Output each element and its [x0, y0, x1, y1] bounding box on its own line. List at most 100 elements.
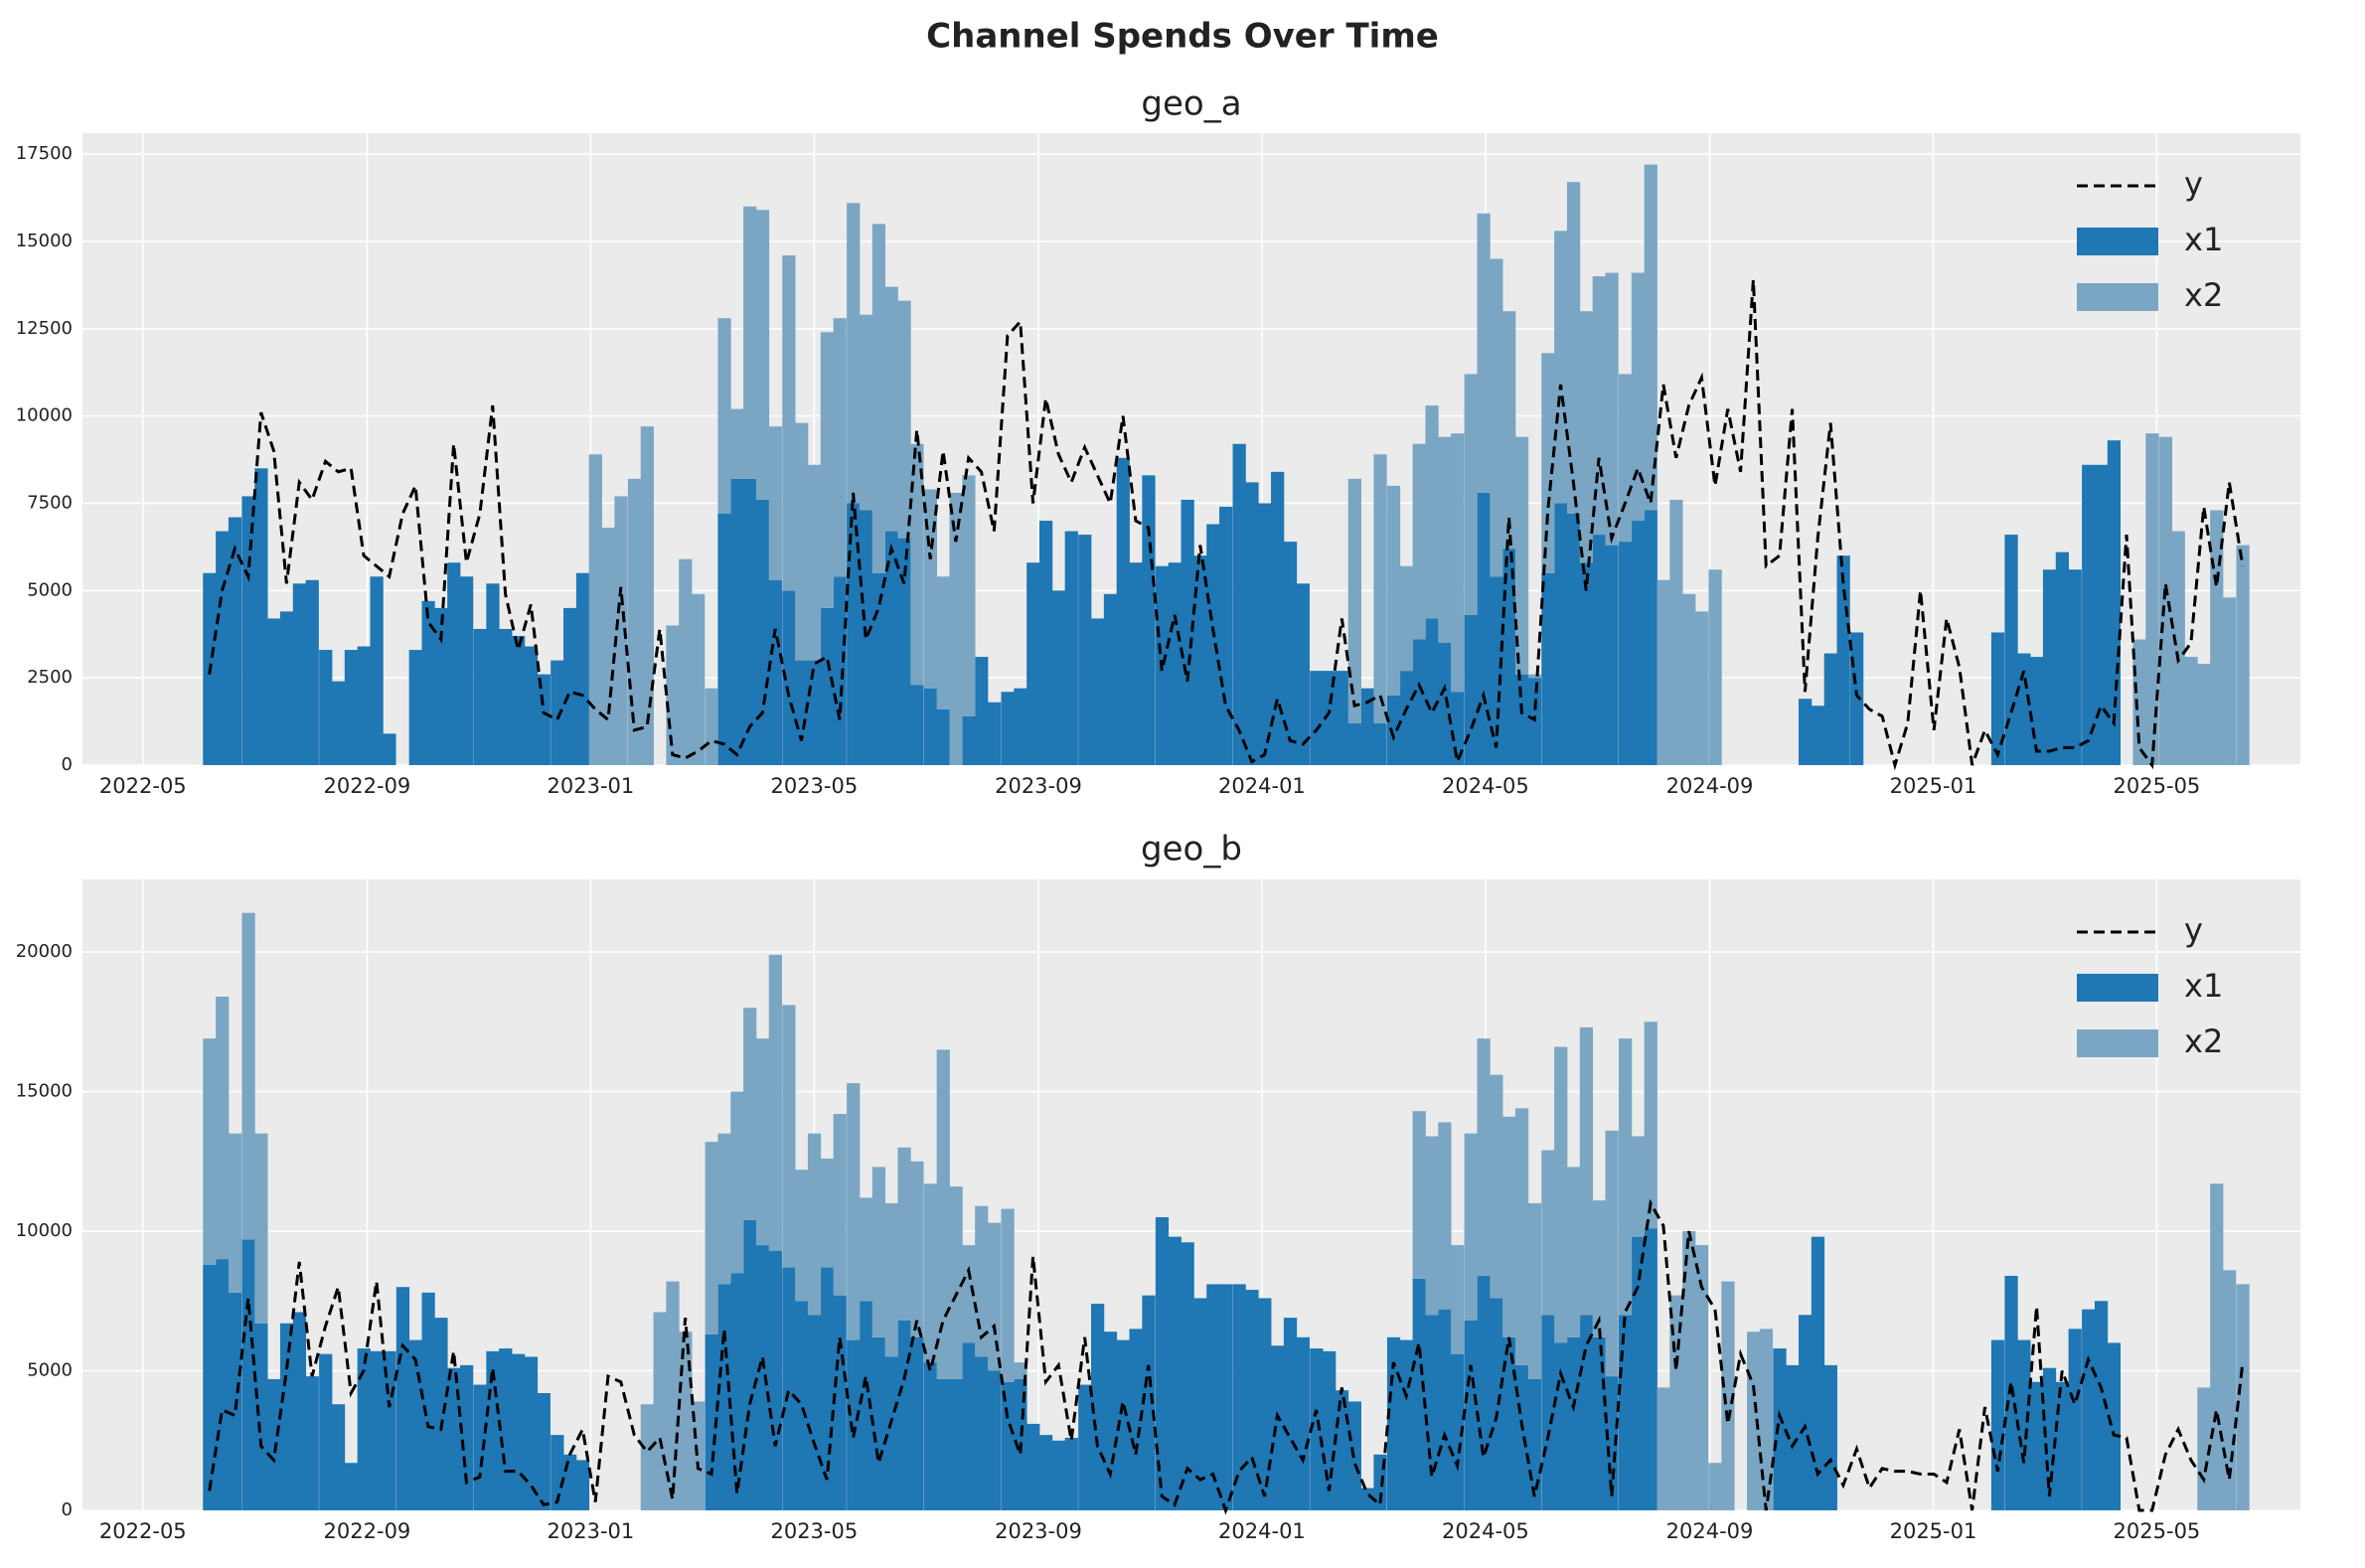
x-tick-label: 2022-05	[99, 774, 187, 798]
bar	[1579, 562, 1594, 765]
bar	[1296, 583, 1310, 765]
bar	[1026, 1423, 1040, 1510]
bar	[1502, 1336, 1516, 1510]
bar	[1026, 562, 1040, 765]
bar	[551, 1435, 564, 1510]
bar	[241, 496, 255, 765]
bar	[705, 1142, 718, 1334]
bar	[1014, 688, 1027, 765]
legend-swatch	[2077, 283, 2158, 311]
bar	[1064, 1437, 1078, 1510]
bar	[267, 1378, 281, 1510]
bar	[949, 1186, 963, 1379]
bar	[859, 510, 873, 765]
y-tick-label: 12500	[16, 318, 73, 339]
bar	[1129, 1329, 1143, 1510]
bar	[1644, 1228, 1657, 1510]
bar	[1579, 1315, 1594, 1510]
subplot-title: geo_b	[1141, 830, 1242, 869]
bar	[755, 1245, 770, 1510]
y-tick-label: 15000	[16, 1081, 73, 1102]
bar	[1541, 1315, 1555, 1510]
bar	[614, 496, 628, 765]
bar	[1836, 555, 1850, 765]
bar	[216, 531, 230, 765]
y-tick-label: 7500	[27, 492, 73, 513]
legend-label: x2	[2184, 1022, 2223, 1060]
bar	[1206, 1284, 1220, 1510]
bar	[203, 1264, 217, 1510]
bar	[305, 579, 319, 765]
bar	[1412, 443, 1426, 640]
bar	[795, 1170, 809, 1302]
bar	[730, 1273, 744, 1510]
legend-label: x1	[2184, 967, 2223, 1005]
bar	[1232, 443, 1246, 765]
legend-swatch	[2077, 1029, 2158, 1057]
bar	[987, 1370, 1002, 1510]
y-tick-label: 10000	[16, 1220, 73, 1241]
bar	[537, 1392, 551, 1510]
bar	[459, 576, 474, 765]
bar	[884, 531, 898, 765]
bar	[216, 997, 230, 1260]
x-tick-label: 2023-09	[995, 1519, 1082, 1543]
bar	[1412, 639, 1426, 765]
x-tick-label: 2025-01	[1890, 774, 1977, 798]
bar	[319, 1353, 333, 1510]
bar	[1631, 521, 1646, 765]
bar	[1990, 632, 2005, 765]
bar	[884, 1202, 898, 1357]
bar	[1527, 1202, 1542, 1379]
bar	[563, 1454, 577, 1510]
bar	[1464, 1133, 1478, 1321]
bar	[421, 600, 435, 765]
bar	[1759, 1329, 1774, 1510]
bar	[2094, 1301, 2109, 1510]
bar	[588, 454, 602, 765]
bar	[1669, 499, 1683, 765]
bar	[1502, 1116, 1516, 1337]
bar	[2184, 657, 2198, 765]
y-tick-label: 5000	[27, 579, 73, 600]
bar	[1592, 535, 1606, 765]
bar	[795, 660, 809, 765]
x-tick-label: 2022-09	[324, 1519, 411, 1543]
bar	[1438, 436, 1452, 644]
bar	[1631, 1136, 1646, 1237]
bar	[1399, 1339, 1413, 1510]
bar	[1786, 1364, 1800, 1510]
x-tick-label: 2023-01	[548, 774, 635, 798]
bar	[1554, 1046, 1568, 1343]
bar	[2145, 433, 2159, 765]
bar	[1116, 1339, 1130, 1510]
bar	[499, 628, 513, 765]
bar	[1451, 1353, 1465, 1510]
bar	[1464, 1320, 1478, 1510]
legend-label: x1	[2184, 221, 2223, 258]
bar	[1451, 692, 1465, 765]
bar	[782, 590, 796, 765]
bar	[2236, 545, 2250, 765]
bar	[344, 650, 359, 765]
bar	[2158, 436, 2173, 765]
bar	[1425, 405, 1439, 619]
bar	[807, 464, 822, 661]
bar	[1644, 510, 1657, 765]
bar	[512, 1353, 526, 1510]
bar	[847, 1083, 861, 1340]
bar	[923, 688, 938, 765]
bar	[871, 224, 886, 573]
bar	[987, 702, 1002, 765]
bar	[962, 1342, 976, 1510]
bar	[1438, 643, 1452, 765]
x-tick-label: 2024-05	[1442, 774, 1529, 798]
bar	[1502, 311, 1516, 549]
bar	[820, 607, 834, 765]
bar	[1425, 1136, 1439, 1316]
bar	[1360, 688, 1374, 765]
bar	[1451, 433, 1465, 693]
bar	[653, 1312, 667, 1510]
bar	[1091, 618, 1105, 765]
bar	[459, 1364, 474, 1510]
